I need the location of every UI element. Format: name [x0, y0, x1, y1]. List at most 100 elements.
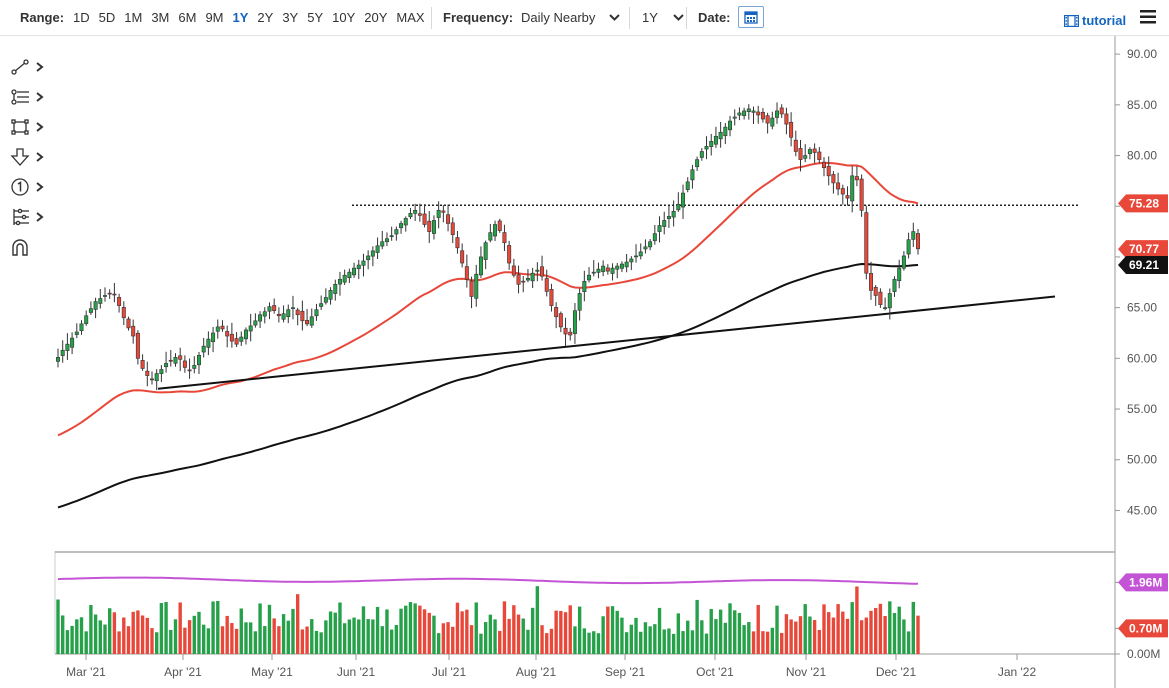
price-chart[interactable]: 90.0085.0080.0075.0070.0065.0060.0055.00… — [0, 36, 1169, 688]
volume-bar — [187, 620, 192, 654]
volume-bar — [775, 605, 779, 654]
tutorial-label: tutorial — [1082, 13, 1127, 28]
price-tag-background — [1118, 573, 1168, 592]
frequency-select[interactable]: Daily Nearby — [521, 10, 621, 25]
range-button-9m[interactable]: 9M — [205, 10, 224, 25]
menu-button[interactable] — [1140, 10, 1156, 27]
range-button-2y[interactable]: 2Y — [257, 10, 274, 25]
volume-bar — [812, 620, 817, 654]
candle-body — [826, 165, 831, 177]
volume-bar — [723, 622, 728, 654]
range-button-10y[interactable]: 10Y — [332, 10, 356, 25]
candle-body — [88, 308, 93, 313]
drawing-tools-panel — [10, 52, 52, 262]
volume-bar — [493, 619, 497, 654]
volume-bar — [728, 603, 732, 654]
volume-bar — [507, 618, 511, 654]
candle-body — [455, 237, 460, 249]
volume-bar — [911, 601, 915, 654]
volume-bar — [192, 615, 196, 654]
volume-bar — [624, 632, 629, 654]
candle-body — [845, 195, 850, 199]
range-button-6m[interactable]: 6M — [178, 10, 197, 25]
volume-bar — [281, 614, 286, 654]
arrow-tool[interactable] — [10, 142, 52, 172]
candle-body — [394, 229, 399, 235]
range-button-1m[interactable]: 1M — [124, 10, 143, 25]
volume-bar — [526, 629, 530, 654]
range-button-max[interactable]: MAX — [396, 10, 425, 25]
volume-bar — [653, 624, 657, 654]
trendline-tool[interactable] — [10, 52, 52, 82]
candle-body — [676, 203, 681, 211]
candle-body — [666, 216, 671, 219]
fibonacci-tool[interactable] — [10, 82, 52, 112]
candle-body — [478, 256, 483, 276]
price-tags: 75.28 70.77 69.21 1.96M 0.70M — [1118, 194, 1168, 638]
candle-body — [563, 327, 568, 335]
magnet-tool[interactable] — [10, 232, 52, 262]
range-button-20y[interactable]: 20Y — [364, 10, 388, 25]
candle-body — [121, 307, 126, 319]
volume-bar — [418, 605, 422, 654]
candle-body — [751, 110, 756, 113]
volume-bar — [512, 605, 516, 654]
calendar-icon — [744, 11, 758, 24]
volume-bar — [488, 614, 493, 654]
volume-bar — [902, 619, 906, 654]
candle-body — [258, 314, 263, 322]
candle-body — [822, 161, 827, 169]
range-button-3y[interactable]: 3Y — [282, 10, 299, 25]
candle-body — [408, 213, 413, 218]
candle-body — [652, 233, 657, 242]
long-moving-average-line — [57, 262, 919, 509]
measure-tool[interactable] — [10, 202, 52, 232]
price-tag-label: 70.77 — [1129, 242, 1159, 256]
candle-body — [149, 378, 154, 381]
candle-body — [333, 284, 338, 294]
volume-bar — [601, 616, 605, 654]
volume-bar — [784, 614, 789, 654]
rectangle-tool[interactable] — [10, 112, 52, 142]
tutorial-link[interactable]: tutorial — [1064, 13, 1126, 28]
candle-body — [220, 325, 225, 330]
period-value: 1Y — [642, 10, 658, 25]
candle-body — [328, 290, 333, 300]
period-select[interactable]: 1Y — [642, 10, 684, 25]
price-tag-label: 1.96M — [1129, 575, 1162, 589]
candle-body — [507, 245, 512, 264]
volume-bar — [319, 632, 323, 654]
volume-bar — [357, 619, 361, 654]
candle-body — [135, 332, 140, 359]
candle-body — [812, 148, 817, 153]
candle-body — [361, 260, 366, 266]
volume-bar — [780, 632, 784, 654]
volume-tick-label: 0.00M — [1127, 647, 1160, 661]
volume-bar — [892, 613, 897, 654]
volume-bar — [747, 622, 751, 654]
range-button-3m[interactable]: 3M — [151, 10, 170, 25]
volume-bar — [286, 620, 290, 654]
volume-bar — [521, 618, 525, 654]
range-button-5d[interactable]: 5D — [98, 10, 116, 25]
candle-body — [65, 343, 70, 351]
volume-bar — [897, 606, 901, 654]
range-button-5y[interactable]: 5Y — [307, 10, 324, 25]
candle-body — [760, 112, 765, 120]
candle-body — [431, 220, 436, 234]
candle-body — [657, 225, 662, 232]
volume-bar — [582, 628, 587, 654]
volume-bar — [244, 622, 248, 654]
candle-body — [436, 209, 441, 218]
calendar-button[interactable] — [738, 6, 764, 28]
range-button-1d[interactable]: 1D — [73, 10, 90, 25]
range-button-1y[interactable]: 1Y — [232, 10, 249, 25]
volume-bar — [248, 622, 253, 654]
annotation-tool[interactable] — [10, 172, 52, 202]
candle-body — [807, 149, 812, 155]
volume-bar — [310, 619, 314, 654]
candle-body — [756, 111, 761, 116]
volume-bar — [389, 629, 394, 654]
volume-bar — [79, 617, 84, 654]
candle-body — [859, 178, 864, 211]
